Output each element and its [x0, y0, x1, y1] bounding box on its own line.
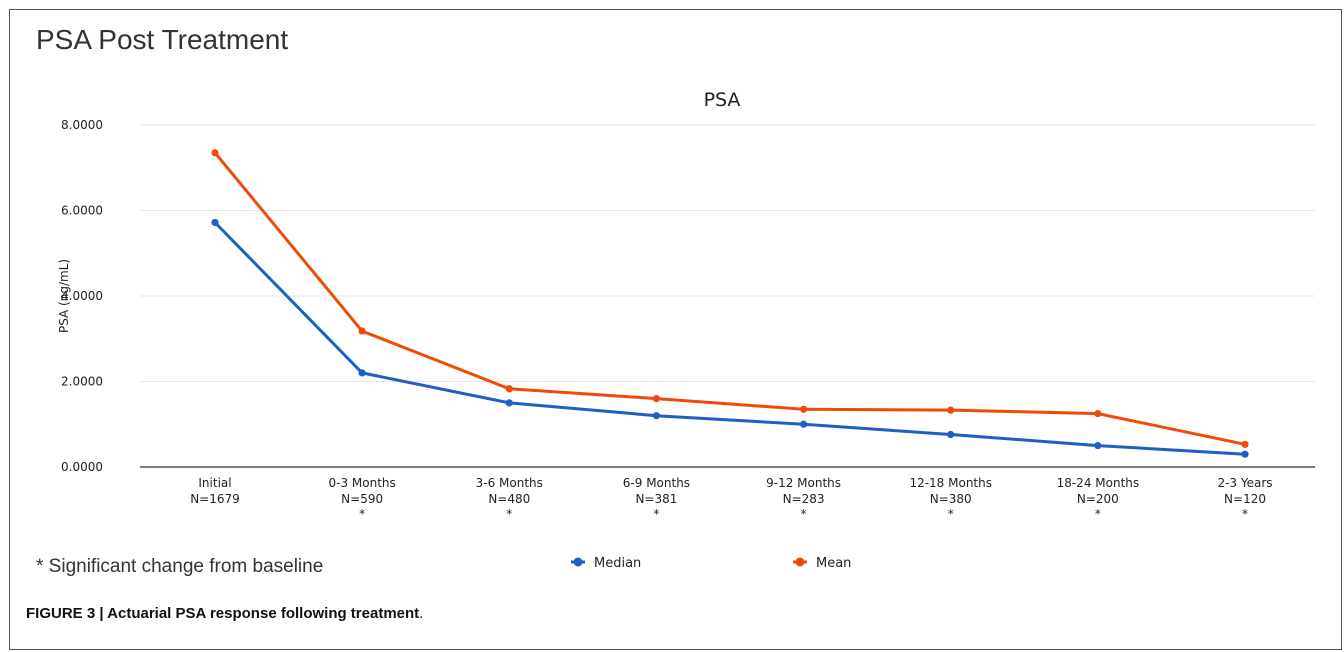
x-tick-n-label: N=380	[930, 492, 972, 506]
y-tick-label: 6.0000	[61, 204, 103, 218]
x-tick-n-label: N=381	[635, 492, 677, 506]
significance-marker: *	[359, 507, 365, 521]
mean-data-point	[1094, 409, 1102, 418]
y-axis-ticks: 0.0000 2.0000 4.0000 6.0000 8.0000	[61, 118, 103, 474]
figure-frame	[9, 9, 1342, 650]
caption-bold: FIGURE 3 | Actuarial PSA response follow…	[26, 605, 420, 622]
x-tick-n-label: N=200	[1077, 492, 1119, 506]
series-points	[211, 149, 1249, 458]
y-tick-label: 4.0000	[61, 289, 103, 303]
y-tick-label: 0.0000	[61, 460, 103, 474]
median-legend-marker	[573, 557, 583, 567]
median-data-point	[947, 430, 955, 439]
median-data-point	[505, 399, 513, 407]
mean-series-line	[213, 151, 1247, 446]
mean-data-point	[505, 385, 513, 393]
x-tick-label: 2-3 Years	[1217, 476, 1272, 490]
significance-marker: *	[1095, 507, 1101, 521]
chart-title: PSA	[704, 89, 741, 111]
x-tick-label: 0-3 Months	[329, 476, 396, 490]
chart-gridlines	[140, 124, 1315, 382]
significance-marker: *	[506, 507, 512, 521]
mean-legend-label: Mean	[816, 556, 851, 571]
caption-end: .	[419, 605, 424, 622]
mean-data-point	[652, 395, 661, 403]
x-tick-n-label: N=1679	[190, 492, 240, 506]
median-data-point	[652, 412, 661, 420]
x-tick-label: 12-18 Months	[909, 476, 992, 490]
median-data-point	[1241, 450, 1249, 458]
x-tick-label: 9-12 Months	[766, 476, 841, 490]
mean-data-point	[358, 327, 366, 335]
mean-data-point	[799, 405, 808, 413]
mean-data-point	[947, 406, 955, 414]
median-data-point	[358, 369, 366, 377]
median-data-point	[1094, 442, 1102, 450]
median-legend-label: Median	[594, 556, 641, 571]
x-tick-label: Initial	[198, 476, 231, 490]
mean-data-point	[211, 149, 219, 157]
median-data-point	[211, 218, 219, 227]
x-tick-label: 3-6 Months	[476, 476, 543, 490]
x-tick-label: 18-24 Months	[1057, 476, 1140, 490]
significance-marker: *	[801, 507, 807, 521]
x-tick-n-label: N=480	[488, 492, 530, 506]
y-axis-label: PSA (ng/mL)	[57, 259, 71, 333]
significance-marker: *	[1242, 507, 1248, 521]
x-tick-n-label: N=120	[1224, 492, 1266, 506]
chart-legend: Median Mean	[571, 556, 851, 571]
median-data-point	[799, 420, 808, 428]
x-tick-n-label: N=590	[341, 492, 383, 506]
y-tick-label: 8.0000	[61, 118, 103, 132]
significance-marker: *	[653, 507, 659, 521]
figure-caption: FIGURE 3 | Actuarial PSA response follow…	[26, 605, 423, 622]
significance-footnote: * Significant change from baseline	[36, 556, 324, 577]
mean-legend-marker	[795, 557, 805, 567]
x-tick-label: 6-9 Months	[623, 476, 690, 490]
significance-marker: *	[948, 507, 954, 521]
median-series-line	[213, 221, 1247, 456]
series-lines	[213, 151, 1247, 456]
y-tick-label: 2.0000	[61, 375, 103, 389]
mean-data-point	[1241, 440, 1249, 448]
slide-title: PSA Post Treatment	[36, 24, 289, 55]
x-tick-n-label: N=283	[783, 492, 825, 506]
